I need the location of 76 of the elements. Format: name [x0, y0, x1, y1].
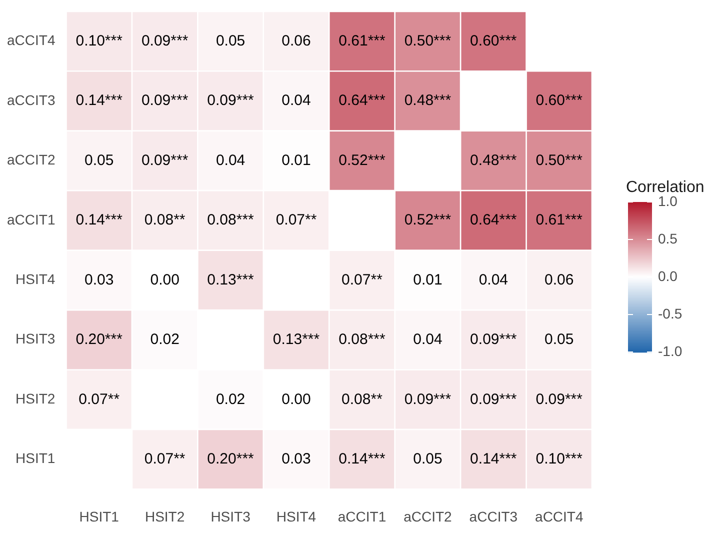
data-label: 0.05	[216, 32, 246, 50]
color-bar-label: 0.0	[658, 268, 678, 284]
y-tick-label: aCCIT2	[7, 152, 56, 168]
data-label: 0.64***	[470, 212, 517, 229]
data-label: 0.61***	[338, 32, 386, 50]
data-label: 0.09***	[141, 32, 188, 50]
data-label: 0.50***	[536, 152, 583, 169]
data-label: 0.09***	[141, 92, 188, 110]
data-label: 0.09***	[404, 390, 452, 408]
data-label: 0.13***	[272, 331, 320, 348]
data-label: 0.08***	[338, 331, 386, 348]
data-label: 0.60***	[470, 32, 517, 50]
data-label: 0.10***	[536, 450, 583, 468]
data-label: 0.09***	[470, 390, 517, 408]
color-bar-label: -0.5	[658, 305, 682, 322]
data-label: 0.05	[84, 152, 114, 169]
data-label: 0.20***	[76, 331, 123, 348]
data-label: 0.50***	[404, 32, 452, 50]
x-tick-label: HSIT2	[144, 508, 185, 524]
data-label: 0.04	[216, 152, 246, 169]
y-tick-label: HSIT4	[16, 271, 56, 288]
data-label: 0.02	[216, 390, 246, 408]
data-label: 0.48***	[404, 92, 452, 110]
x-tick-label: HSIT3	[210, 508, 251, 524]
color-bar-label: 0.5	[658, 230, 678, 246]
data-label: 0.08**	[342, 390, 383, 408]
data-label: 0.14***	[76, 212, 123, 229]
data-label: 0.08**	[144, 212, 186, 229]
data-label: 0.05	[544, 331, 574, 348]
data-label: 0.14***	[338, 450, 386, 468]
y-tick-label: aCCIT4	[7, 32, 56, 48]
data-label: 0.02	[150, 331, 180, 348]
data-label: 0.08***	[207, 212, 254, 229]
data-label: 0.07**	[342, 271, 383, 288]
data-label: 0.07**	[276, 212, 317, 229]
data-label: 0.01	[282, 152, 311, 169]
data-label: 0.00	[150, 271, 180, 288]
y-tick-label: HSIT1	[16, 450, 56, 466]
data-label: 0.20***	[207, 450, 254, 468]
data-label: 0.01	[413, 271, 442, 288]
data-label: 0.05	[413, 450, 442, 468]
x-tick-label: aCCIT2	[404, 508, 452, 524]
data-label: 0.13***	[207, 271, 254, 288]
x-tick-label: HSIT4	[276, 508, 316, 524]
y-tick-label: aCCIT3	[7, 92, 56, 108]
data-label: 0.04	[413, 331, 442, 348]
data-label: 0.09***	[141, 152, 188, 169]
data-label: 0.64***	[338, 92, 386, 110]
data-label: 0.03	[84, 271, 114, 288]
data-label: 0.00	[282, 390, 311, 408]
data-label: 0.03	[282, 450, 311, 468]
x-tick-label: aCCIT1	[338, 508, 386, 524]
data-label: 0.07**	[78, 390, 120, 408]
data-label: 0.60***	[536, 92, 583, 110]
data-label: 0.07**	[144, 450, 186, 468]
data-label: 0.52***	[404, 212, 452, 229]
data-label: 0.06	[544, 271, 574, 288]
data-label: 0.61***	[536, 212, 583, 229]
data-label: 0.14***	[76, 92, 123, 110]
data-label: 0.09***	[536, 390, 583, 408]
y-tick-label: HSIT3	[16, 330, 56, 347]
x-tick-label: aCCIT3	[469, 508, 518, 524]
data-label: 0.10***	[76, 32, 123, 50]
color-bar-label: -1.0	[658, 342, 682, 359]
data-label: 0.09***	[207, 92, 254, 110]
data-label: 0.09***	[470, 331, 517, 348]
data-label: 0.52***	[338, 152, 386, 169]
y-tick-label: HSIT2	[16, 390, 56, 406]
x-tick-label: HSIT1	[79, 508, 120, 524]
data-label: 0.04	[282, 92, 311, 110]
y-tick-label: aCCIT1	[7, 211, 56, 228]
data-label: 0.48***	[470, 152, 517, 169]
data-label: 0.14***	[470, 450, 517, 468]
data-label: 0.06	[282, 32, 311, 50]
x-tick-label: aCCIT4	[535, 508, 584, 524]
data-label: 0.04	[478, 271, 508, 288]
